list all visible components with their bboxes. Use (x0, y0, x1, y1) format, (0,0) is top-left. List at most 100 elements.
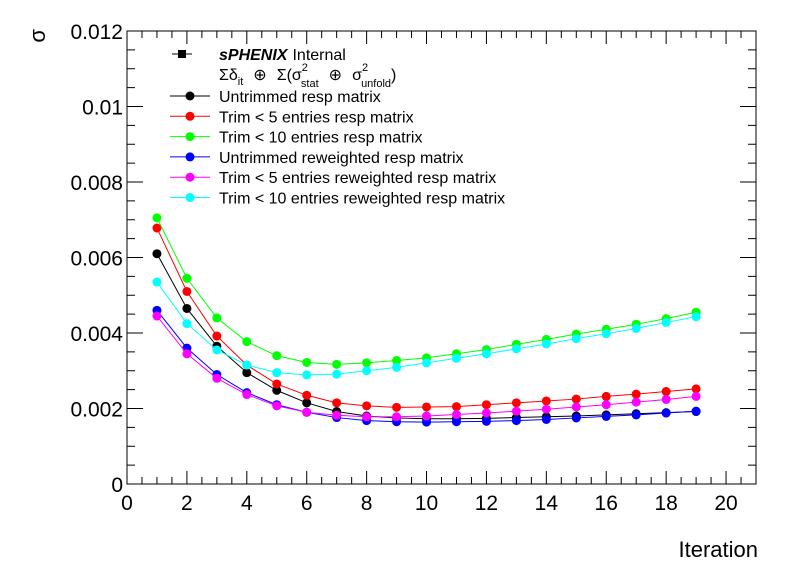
data-point (631, 323, 641, 333)
data-point (571, 413, 581, 423)
x-tick-label: 10 (415, 492, 438, 515)
data-point (511, 416, 521, 426)
data-point (272, 368, 282, 378)
data-point (571, 394, 581, 404)
y-tick-label: 0.01 (82, 97, 123, 120)
y-tick-label: 0.008 (70, 172, 123, 195)
data-point (661, 387, 671, 397)
data-point (481, 408, 491, 418)
data-point (481, 400, 491, 410)
data-point (332, 398, 342, 408)
data-point (392, 356, 402, 366)
data-point (362, 401, 372, 411)
data-point (302, 398, 312, 408)
data-point (541, 396, 551, 406)
data-point (332, 410, 342, 420)
legend-label: Trim < 5 entries resp matrix (219, 109, 414, 126)
y-tick-label: 0.006 (70, 248, 123, 271)
series-group (152, 213, 701, 427)
data-point (661, 317, 671, 327)
data-point (272, 401, 282, 411)
legend-formula: Σδit ⊕ Σ(σ2 stat ⊕ σ2 unfold) (219, 62, 396, 90)
x-tick-label: 14 (535, 492, 559, 515)
x-tick-label: 20 (714, 492, 737, 515)
data-point (691, 391, 701, 401)
legend-series: Untrimmed resp matrix Trim < 5 entries re… (170, 89, 505, 208)
legend-marker (185, 91, 195, 101)
data-point (451, 402, 461, 412)
legend-entry: Untrimmed resp matrix (170, 89, 381, 106)
data-point (302, 370, 312, 380)
data-point (212, 331, 222, 341)
legend-entry: Trim < 5 entries resp matrix (170, 109, 414, 126)
data-point (631, 389, 641, 399)
legend-brand-marker (178, 50, 186, 58)
data-point (362, 366, 372, 376)
data-point (631, 410, 641, 420)
data-point (511, 406, 521, 416)
data-point (272, 385, 282, 395)
y-tick-label: 0.002 (70, 399, 123, 422)
data-point (212, 373, 222, 383)
data-point (691, 406, 701, 416)
legend-marker (185, 172, 195, 182)
legend-label: Untrimmed reweighted resp matrix (219, 150, 464, 167)
data-point (152, 249, 162, 259)
data-point (242, 337, 252, 347)
x-axis-title: Iteration (679, 537, 759, 562)
legend-marker (185, 193, 195, 202)
data-point (362, 358, 372, 368)
data-point (392, 402, 402, 412)
data-point (571, 334, 581, 344)
series-5 (152, 277, 701, 380)
data-point (541, 339, 551, 349)
data-point (601, 391, 611, 401)
data-point (451, 417, 461, 427)
legend-entry: Trim < 10 entries reweighted resp matrix (170, 191, 505, 208)
data-point (601, 400, 611, 410)
data-point (451, 410, 461, 420)
legend-label: Trim < 5 entries reweighted resp matrix (219, 170, 496, 187)
data-point (481, 416, 491, 426)
legend: sPHENIX Internal Σδit ⊕ Σ(σ2 stat ⊕ σ2 unfold) … (170, 47, 505, 208)
legend-label: Untrimmed resp matrix (219, 89, 381, 106)
data-point (212, 313, 222, 323)
data-point (481, 349, 491, 359)
data-point (541, 414, 551, 424)
y-tick-label: 0.004 (70, 323, 123, 346)
data-point (182, 303, 192, 313)
data-point (242, 368, 252, 378)
data-point (332, 369, 342, 379)
legend-marker (185, 132, 195, 142)
data-point (272, 351, 282, 361)
data-point (422, 411, 432, 421)
x-tick-label: 4 (241, 492, 253, 515)
series-1 (152, 223, 701, 412)
legend-entry: Trim < 10 entries resp matrix (170, 130, 422, 147)
y-axis-title: σ (25, 29, 50, 43)
data-point (182, 273, 192, 283)
data-point (302, 407, 312, 417)
x-tick-label: 18 (654, 492, 677, 515)
legend-marker (185, 111, 195, 121)
legend-marker (185, 152, 195, 162)
data-point (392, 412, 402, 422)
data-point (182, 349, 192, 359)
data-point (272, 379, 282, 389)
y-tick-label: 0.012 (70, 21, 123, 44)
data-point (691, 312, 701, 322)
data-point (631, 397, 641, 407)
data-point (601, 411, 611, 421)
series-4 (152, 311, 701, 422)
data-point (242, 360, 252, 370)
data-point (152, 223, 162, 233)
data-point (332, 359, 342, 369)
x-tick-label: 0 (121, 492, 133, 515)
x-tick-label: 8 (361, 492, 373, 515)
data-point (212, 345, 222, 355)
data-point (661, 394, 671, 404)
x-tick-label: 2 (181, 492, 193, 515)
legend-brand: sPHENIX Internal (219, 47, 346, 64)
